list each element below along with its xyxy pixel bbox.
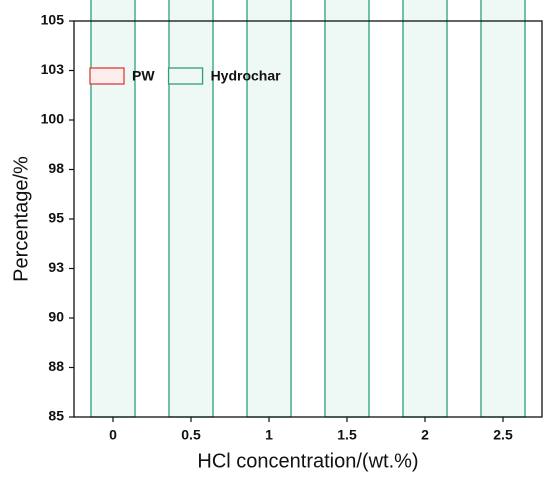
legend-swatch bbox=[89, 67, 125, 85]
x-tick-label: 1.5 bbox=[337, 427, 357, 443]
bar bbox=[480, 0, 526, 418]
plot-frame bbox=[73, 20, 543, 418]
y-tick-label: 98 bbox=[48, 160, 64, 176]
y-tick-label: 95 bbox=[48, 210, 64, 226]
x-tick-label: 2 bbox=[421, 427, 429, 443]
legend-swatch bbox=[167, 67, 204, 85]
bar bbox=[402, 0, 448, 418]
y-axis-title: Percentage/% bbox=[10, 156, 32, 282]
x-tick-label: 0.5 bbox=[181, 427, 201, 443]
bar bbox=[90, 0, 136, 418]
y-tick-label: 93 bbox=[48, 259, 64, 275]
x-tick-label: 2.5 bbox=[493, 427, 513, 443]
y-tick-label: 103 bbox=[41, 61, 65, 77]
y-tick-label: 88 bbox=[48, 358, 64, 374]
y-tick-label: 85 bbox=[48, 408, 64, 424]
y-tick-label: 90 bbox=[48, 309, 64, 325]
y-tick-label: 100 bbox=[41, 111, 65, 127]
x-tick-label: 0 bbox=[109, 427, 117, 443]
y-tick-label: 105 bbox=[41, 12, 65, 28]
x-tick-label: 1 bbox=[265, 427, 273, 443]
x-axis-title: HCl concentration/(wt.%) bbox=[197, 450, 418, 472]
bar bbox=[168, 0, 214, 418]
bar bbox=[246, 0, 292, 418]
legend-label: PW bbox=[132, 68, 155, 84]
legend-label: Hydrochar bbox=[211, 68, 282, 84]
bar bbox=[324, 0, 370, 418]
